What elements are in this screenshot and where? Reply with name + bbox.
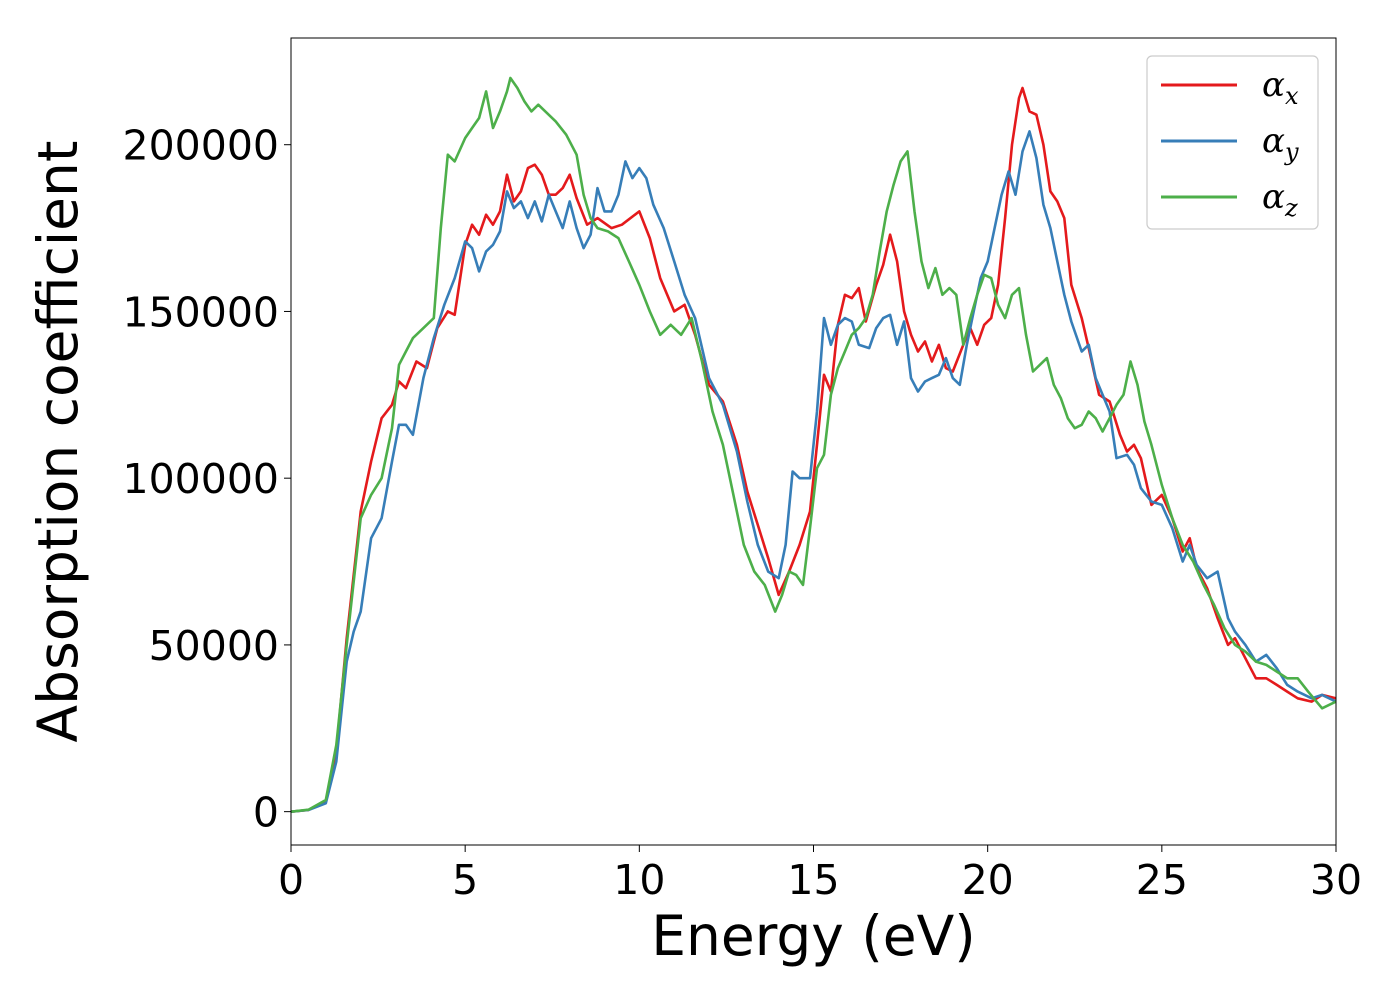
y-axis-title: Absorption coefficient bbox=[26, 141, 90, 743]
x-tick-label: 15 bbox=[787, 856, 839, 904]
x-tick-label: 0 bbox=[278, 856, 304, 904]
y-tick-label: 100000 bbox=[122, 455, 279, 503]
legend-label-z: αz bbox=[1262, 177, 1298, 222]
series-line-x bbox=[291, 86, 1336, 813]
y-tick-label: 150000 bbox=[122, 288, 279, 336]
x-axis-title: Energy (eV) bbox=[651, 904, 975, 968]
x-tick-label: 30 bbox=[1310, 856, 1362, 904]
x-tick-label: 25 bbox=[1136, 856, 1188, 904]
x-axis: 0 5 10 15 20 25 30 bbox=[278, 845, 1362, 904]
x-tick-label: 20 bbox=[962, 856, 1014, 904]
legend: αx αy αz bbox=[1146, 55, 1319, 230]
series-layer bbox=[291, 76, 1336, 813]
y-tick-label: 200000 bbox=[122, 122, 279, 170]
series-line-y bbox=[291, 130, 1336, 813]
y-tick-label: 0 bbox=[253, 789, 279, 837]
y-tick-label: 50000 bbox=[149, 622, 279, 670]
y-axis: 0 50000 100000 150000 200000 bbox=[122, 122, 291, 837]
legend-label-y: αy bbox=[1262, 121, 1299, 166]
x-tick-label: 10 bbox=[613, 856, 665, 904]
series-line-z bbox=[291, 76, 1336, 813]
x-tick-label: 5 bbox=[452, 856, 478, 904]
legend-label-x: αx bbox=[1262, 65, 1299, 110]
